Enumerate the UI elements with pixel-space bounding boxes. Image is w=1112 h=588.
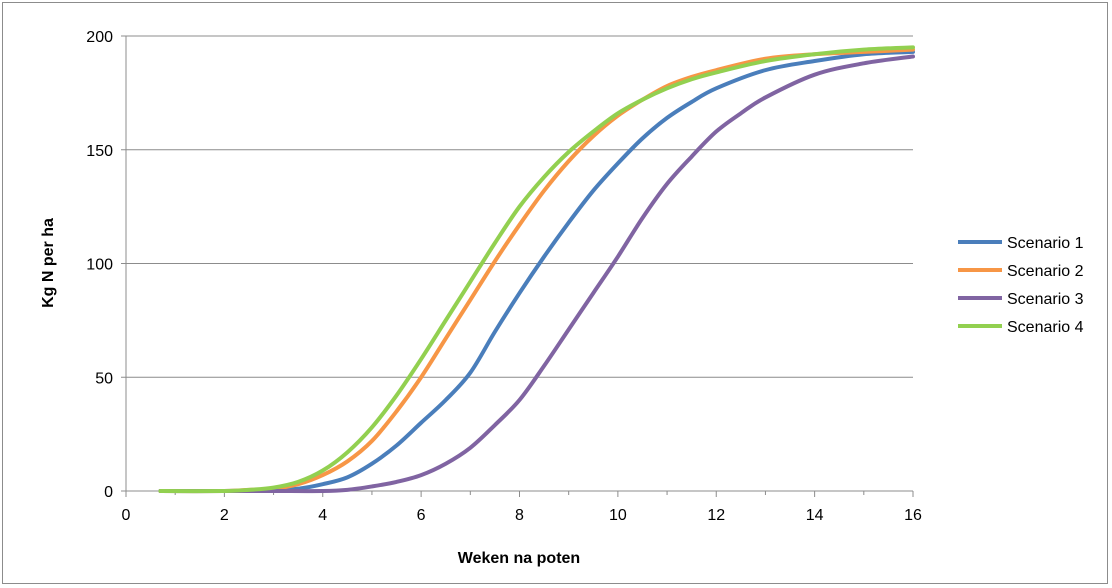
legend-label-4: Scenario 4 xyxy=(1007,319,1084,336)
x-tick-label: 0 xyxy=(122,507,131,524)
tick-labels: 0 50 100 150 200 0 2 4 6 8 10 12 14 16 xyxy=(86,29,922,524)
x-axis-title: Weken na poten xyxy=(458,550,580,567)
y-tick-label: 100 xyxy=(86,257,113,274)
series-line-4 xyxy=(158,45,915,494)
x-tick-label: 2 xyxy=(220,507,229,524)
series-lines xyxy=(158,45,915,494)
x-tick-label: 16 xyxy=(904,507,922,524)
x-tick-label: 12 xyxy=(707,507,725,524)
y-tick-label: 150 xyxy=(86,143,113,160)
legend-label-1: Scenario 1 xyxy=(1007,235,1084,252)
legend-label-3: Scenario 3 xyxy=(1007,291,1084,308)
series-line-3 xyxy=(158,54,915,494)
x-tick-label: 4 xyxy=(318,507,327,524)
series-line-2 xyxy=(158,47,915,494)
y-tick-label: 200 xyxy=(86,29,113,46)
x-tick-label: 10 xyxy=(609,507,627,524)
series-line-1 xyxy=(158,49,915,494)
x-tick-label: 8 xyxy=(515,507,524,524)
gridlines xyxy=(126,35,913,378)
legend: Scenario 1 Scenario 2 Scenario 3 Scenario 4 xyxy=(958,235,1084,336)
x-tick-label: 6 xyxy=(417,507,426,524)
y-tick-label: 0 xyxy=(104,484,113,501)
y-axis-title: Kg N per ha xyxy=(40,218,57,308)
y-tick-label: 50 xyxy=(95,370,113,387)
axes xyxy=(121,35,914,497)
legend-label-2: Scenario 2 xyxy=(1007,263,1084,280)
x-tick-label: 14 xyxy=(806,507,824,524)
